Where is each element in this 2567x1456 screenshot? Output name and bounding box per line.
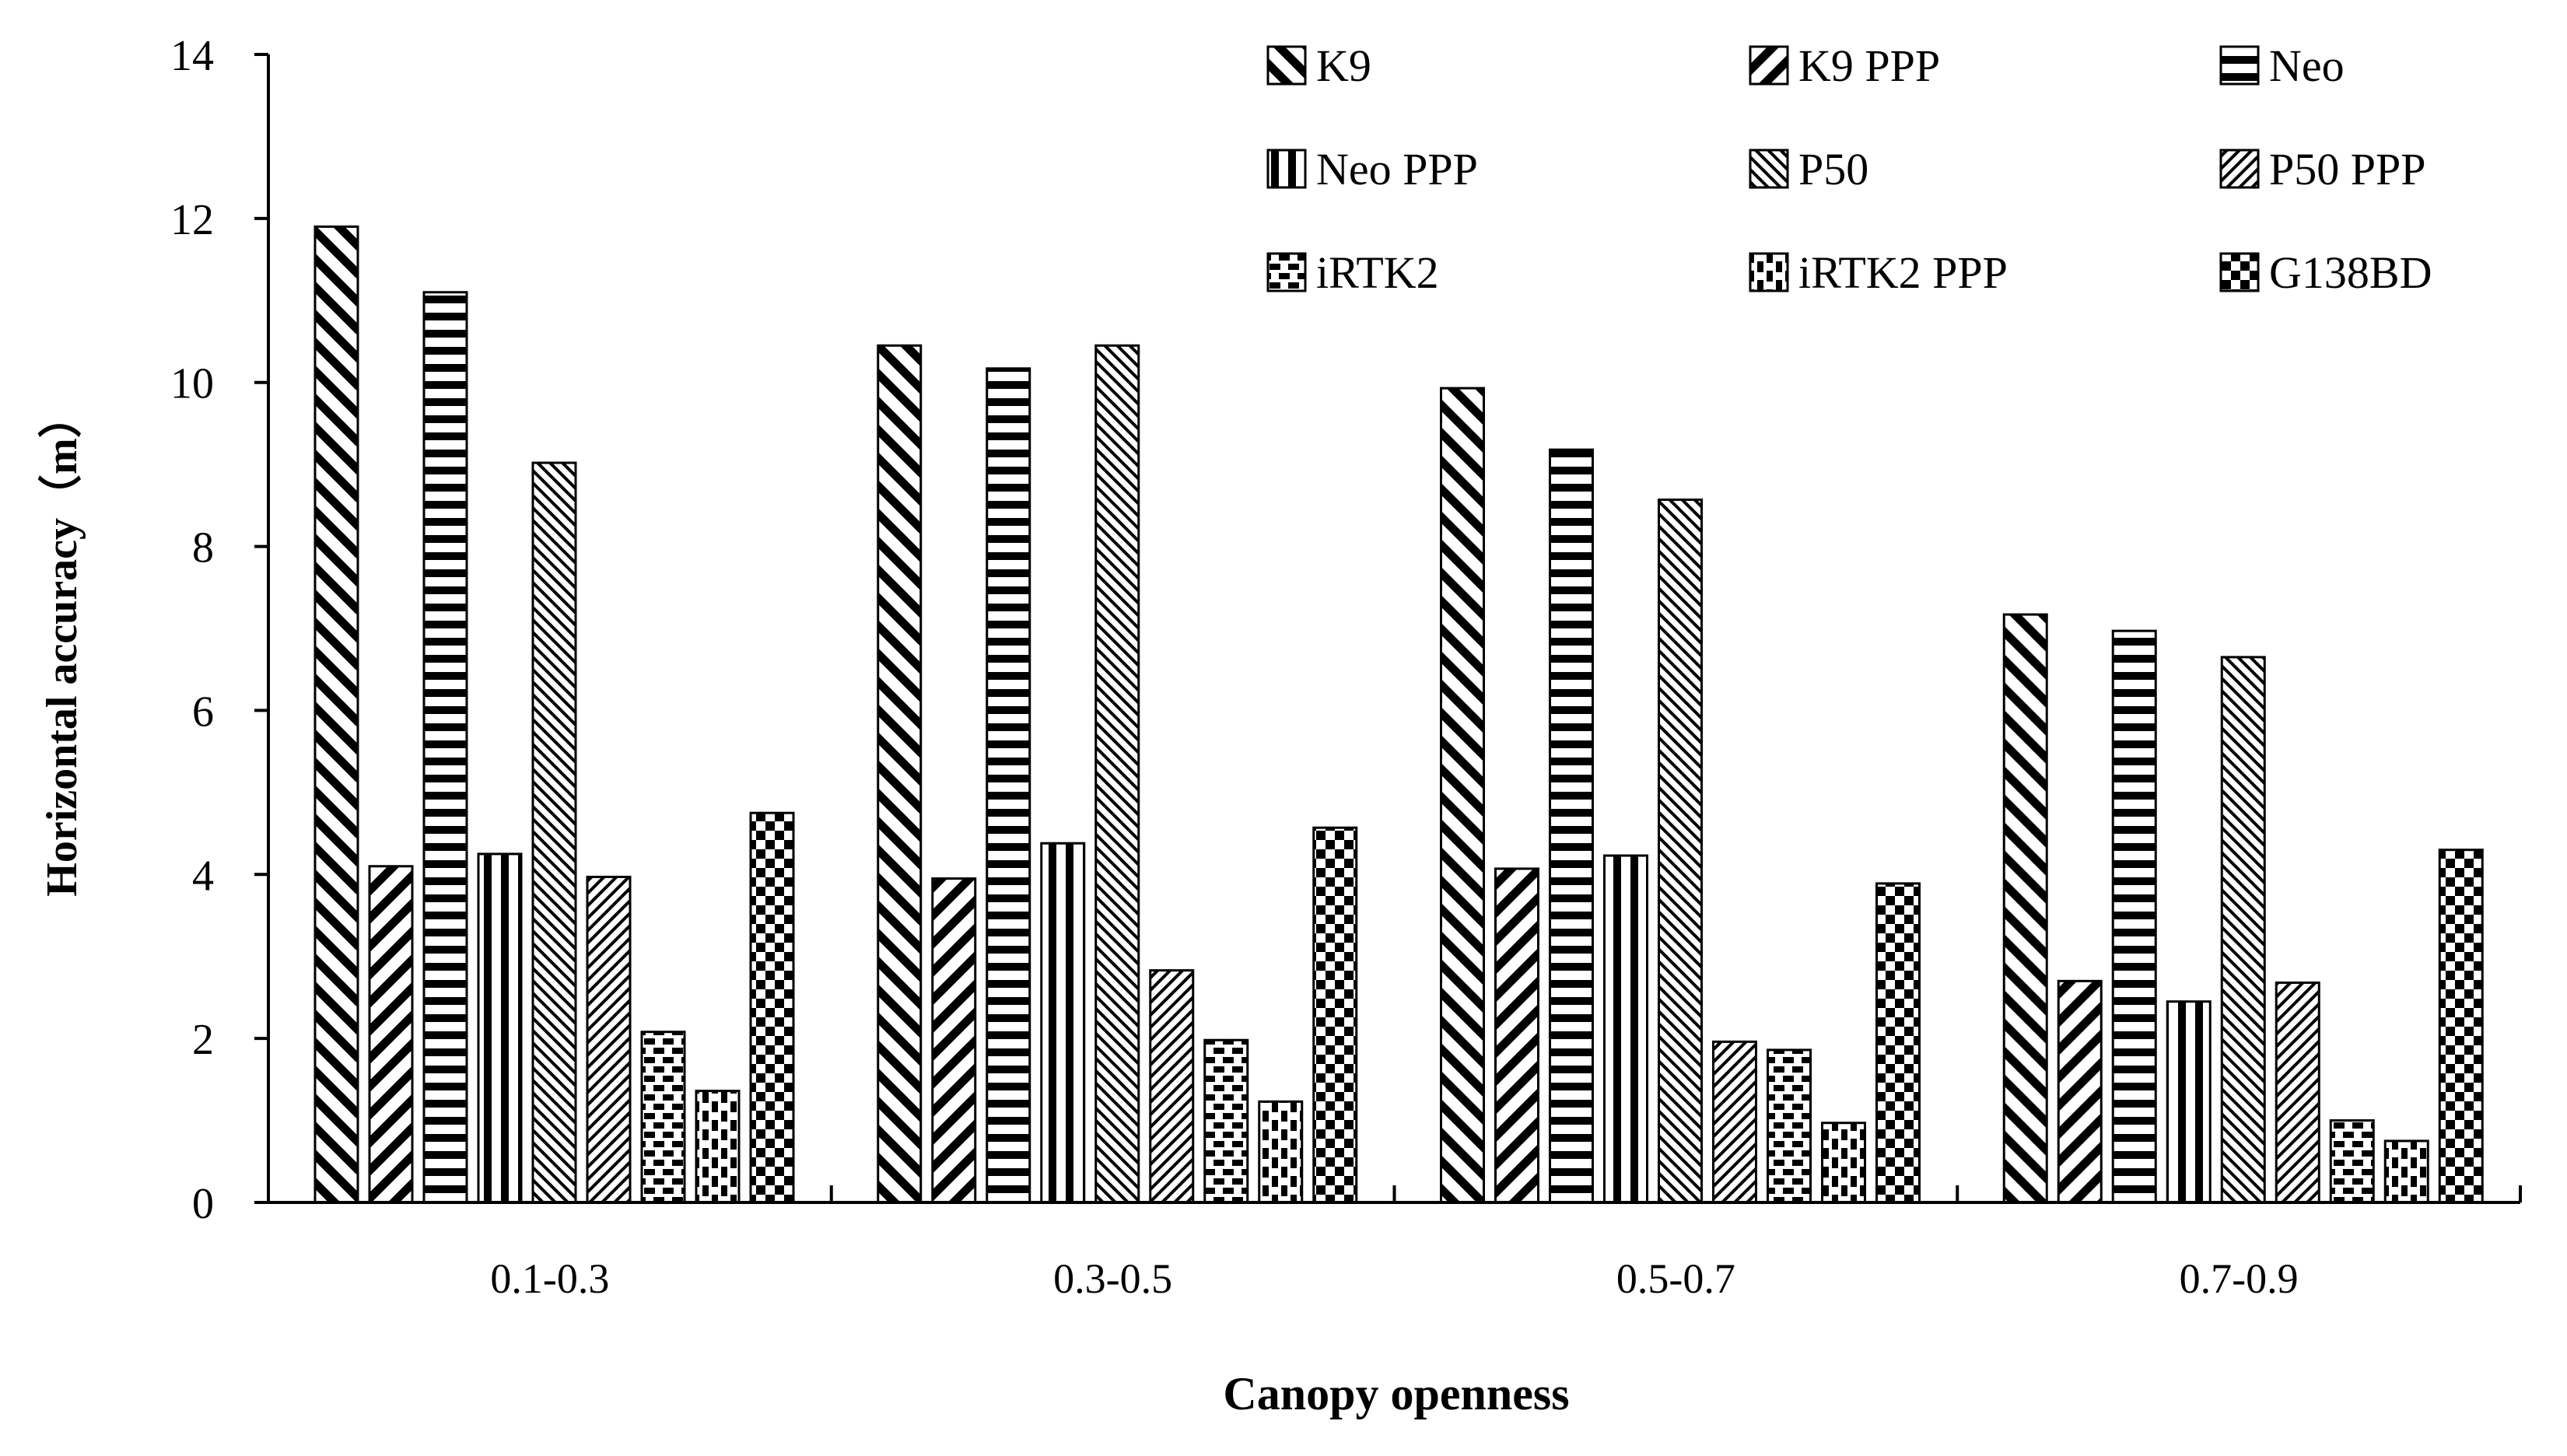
bar-p50-ppp-0.3-0.5 xyxy=(1149,969,1195,1204)
bar-neo-0.1-0.3 xyxy=(422,291,468,1204)
bar-p50-0.3-0.5 xyxy=(1094,344,1140,1204)
legend-label-irtk2-ppp: iRTK2 PPP xyxy=(1798,247,2008,298)
x-tick-label: 0.5-0.7 xyxy=(1616,1255,1735,1302)
bar-k9-ppp-0.1-0.3 xyxy=(368,865,414,1204)
bar-k9-0.3-0.5 xyxy=(877,344,923,1204)
x-tick-label: 0.1-0.3 xyxy=(490,1255,609,1302)
bar-neo-ppp-0.5-0.7 xyxy=(1603,854,1648,1204)
y-tick-label: 0 xyxy=(192,1180,214,1228)
y-tick-label: 14 xyxy=(170,32,214,80)
legend-swatch-irtk2-ppp xyxy=(1749,252,1789,292)
bar-g138bd-0.7-0.9 xyxy=(2438,849,2484,1204)
bar-g138bd-0.3-0.5 xyxy=(1312,826,1358,1204)
legend-label-k9: K9 xyxy=(1316,40,1371,91)
legend-swatch-neo-ppp xyxy=(1266,149,1307,189)
bar-irtk2-ppp-0.5-0.7 xyxy=(1821,1122,1866,1204)
y-tick-label: 8 xyxy=(192,524,214,572)
bar-k9-0.1-0.3 xyxy=(313,225,359,1204)
y-tick-label: 12 xyxy=(170,196,214,244)
bar-p50-ppp-0.7-0.9 xyxy=(2275,981,2320,1204)
bar-irtk2-0.5-0.7 xyxy=(1767,1048,1812,1204)
bar-irtk2-ppp-0.7-0.9 xyxy=(2383,1139,2429,1204)
legend-swatch-p50-ppp xyxy=(2219,149,2260,189)
bar-k9-ppp-0.5-0.7 xyxy=(1494,867,1539,1204)
legend-label-k9-ppp: K9 PPP xyxy=(1798,40,1940,91)
y-tick-label: 2 xyxy=(192,1016,214,1064)
bar-k9-0.5-0.7 xyxy=(1440,387,1485,1204)
x-tick-label: 0.3-0.5 xyxy=(1053,1255,1172,1302)
bar-neo-0.7-0.9 xyxy=(2111,629,2157,1204)
legend: K9 K9 PPP Neo Neo PPP P50 P50 PPP iRTK2 iRTK2 P… xyxy=(1266,40,2432,298)
x-axis-label: Canopy openness xyxy=(1223,1368,1569,1419)
axes-group: 0 2 4 6 8 10 12 14 0.1-0.3 0.3-0.5 0.5-0.7 0.7-0.9 xyxy=(170,32,2522,1302)
legend-label-neo: Neo xyxy=(2269,40,2345,91)
bar-irtk2-0.1-0.3 xyxy=(640,1031,686,1204)
legend-label-g138bd: G138BD xyxy=(2269,247,2432,298)
bar-p50-0.7-0.9 xyxy=(2220,656,2266,1204)
y-axis-label: Horizontal accuracy（m） xyxy=(37,394,86,896)
y-tick-label: 4 xyxy=(192,852,214,900)
legend-label-p50-ppp: P50 PPP xyxy=(2269,144,2426,194)
bar-irtk2-0.3-0.5 xyxy=(1203,1038,1249,1204)
legend-swatch-p50 xyxy=(1749,149,1789,189)
bar-k9-0.7-0.9 xyxy=(2002,613,2048,1204)
bar-p50-0.1-0.3 xyxy=(531,461,577,1204)
bar-p50-0.5-0.7 xyxy=(1658,498,1703,1204)
bar-neo-ppp-0.7-0.9 xyxy=(2166,1000,2212,1204)
legend-swatch-k9 xyxy=(1266,45,1307,86)
bar-g138bd-0.1-0.3 xyxy=(749,811,795,1204)
legend-swatch-k9-ppp xyxy=(1749,45,1789,86)
legend-label-neo-ppp: Neo PPP xyxy=(1316,144,1478,194)
bar-neo-0.5-0.7 xyxy=(1549,448,1594,1204)
legend-swatch-g138bd xyxy=(2219,252,2260,292)
bar-k9-ppp-0.7-0.9 xyxy=(2057,979,2103,1204)
bar-irtk2-ppp-0.1-0.3 xyxy=(695,1090,741,1204)
bar-neo-ppp-0.1-0.3 xyxy=(477,852,523,1204)
y-tick-label: 6 xyxy=(192,688,214,736)
bar-g138bd-0.5-0.7 xyxy=(1875,882,1921,1204)
bar-irtk2-0.7-0.9 xyxy=(2329,1119,2375,1204)
y-tick-label: 10 xyxy=(170,360,214,408)
bar-neo-ppp-0.3-0.5 xyxy=(1040,842,1086,1204)
bar-k9-ppp-0.3-0.5 xyxy=(931,877,977,1204)
bars-group xyxy=(313,225,2484,1204)
legend-label-irtk2: iRTK2 xyxy=(1316,247,1439,298)
legend-swatch-irtk2 xyxy=(1266,252,1307,292)
bar-irtk2-ppp-0.3-0.5 xyxy=(1258,1100,1304,1204)
legend-label-p50: P50 xyxy=(1798,144,1868,194)
bar-neo-0.3-0.5 xyxy=(986,367,1031,1204)
bar-p50-ppp-0.5-0.7 xyxy=(1712,1040,1757,1204)
bar-p50-ppp-0.1-0.3 xyxy=(586,875,632,1204)
legend-swatch-neo xyxy=(2219,45,2260,86)
x-tick-label: 0.7-0.9 xyxy=(2180,1255,2299,1302)
